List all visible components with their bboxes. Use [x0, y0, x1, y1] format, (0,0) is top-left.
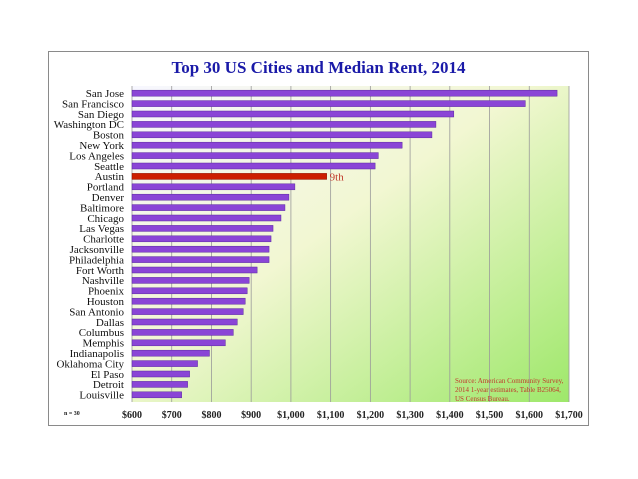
- x-tick-label: $1,700: [555, 410, 583, 421]
- bar: [131, 141, 403, 149]
- bar: [131, 329, 234, 336]
- x-tick-label: $800: [201, 410, 221, 421]
- city-label: Dallas: [96, 317, 124, 329]
- city-label: Washington DC: [54, 119, 124, 131]
- city-label: Portland: [87, 182, 125, 194]
- bar: [131, 173, 327, 180]
- bar: [131, 110, 455, 118]
- chart-title: Top 30 US Cities and Median Rent, 2014: [171, 58, 466, 77]
- x-tick-label: $1,400: [436, 410, 464, 421]
- bar: [131, 193, 290, 201]
- bars: 9th: [131, 89, 558, 399]
- city-label: Jacksonville: [70, 244, 124, 256]
- city-label: Phoenix: [88, 286, 125, 298]
- bar: [131, 349, 210, 357]
- source-line-3: US Census Bureau.: [455, 395, 510, 403]
- city-label: Boston: [93, 130, 125, 142]
- city-label: Oklahoma City: [56, 358, 124, 370]
- bar: [131, 297, 246, 305]
- plot-area: [132, 86, 569, 402]
- bar: [131, 89, 558, 97]
- city-label: Memphis: [82, 338, 124, 350]
- source-line-1: Source: American Community Survey,: [455, 377, 564, 385]
- x-tick-label: $1,000: [277, 410, 305, 421]
- bar: [131, 225, 274, 232]
- x-tick-label: $900: [241, 410, 261, 421]
- city-label: San Francisco: [62, 98, 125, 110]
- city-label: Houston: [87, 296, 125, 308]
- bar: [131, 277, 250, 284]
- city-label: Baltimore: [80, 202, 124, 214]
- x-tick-label: $1,300: [396, 410, 424, 421]
- city-label: Charlotte: [83, 234, 124, 246]
- bar: [131, 318, 238, 326]
- city-label: Chicago: [87, 213, 124, 225]
- x-tick-label: $1,500: [476, 410, 504, 421]
- x-tick-label: $1,100: [317, 410, 345, 421]
- city-label: Detroit: [93, 379, 124, 391]
- city-label: Denver: [92, 192, 125, 204]
- gridlines: [131, 86, 570, 402]
- bar: [131, 370, 190, 378]
- city-label: Los Angeles: [69, 150, 124, 162]
- city-label: Louisville: [79, 390, 124, 402]
- city-label: San Antonio: [69, 306, 124, 318]
- n-label: n = 30: [64, 411, 80, 417]
- bar: [131, 214, 282, 222]
- x-tick-labels: $600 $700 $800 $900 $1,000 $1,100 $1,200 $1,300…: [122, 410, 583, 421]
- city-label: Columbus: [79, 327, 124, 339]
- bar: [131, 287, 248, 295]
- city-label: Seattle: [94, 161, 124, 173]
- city-label: San Jose: [86, 88, 124, 100]
- city-label: El Paso: [91, 369, 125, 381]
- city-label: Nashville: [82, 275, 124, 287]
- bar: [131, 381, 188, 388]
- x-tick-label: $1,200: [357, 410, 385, 421]
- bar: [131, 162, 376, 170]
- city-label: Fort Worth: [76, 265, 125, 277]
- city-label: Philadelphia: [69, 254, 124, 266]
- bar: [131, 256, 270, 263]
- bar: [131, 339, 226, 347]
- rank-annotation: 9th: [330, 171, 345, 183]
- bar: [131, 131, 433, 139]
- bar: [131, 308, 244, 315]
- x-tick-label: $700: [162, 410, 182, 421]
- source-line-2: 2014 1-year estimates, Table B25064,: [455, 386, 561, 394]
- x-tick-label: $600: [122, 410, 142, 421]
- bar: [131, 266, 258, 274]
- bar: [131, 152, 379, 159]
- bar: [131, 360, 198, 367]
- bar: [131, 245, 270, 253]
- city-label: New York: [79, 140, 124, 152]
- bar: [131, 235, 272, 243]
- city-label: Las Vegas: [79, 223, 124, 235]
- city-label: Indianapolis: [70, 348, 124, 360]
- bar: [131, 121, 437, 128]
- bar: [131, 391, 182, 399]
- x-tick-label: $1,600: [516, 410, 544, 421]
- bar: [131, 100, 526, 107]
- bar: [131, 204, 286, 211]
- city-label: Austin: [95, 171, 125, 183]
- bar: [131, 183, 296, 191]
- city-label: San Diego: [78, 109, 125, 121]
